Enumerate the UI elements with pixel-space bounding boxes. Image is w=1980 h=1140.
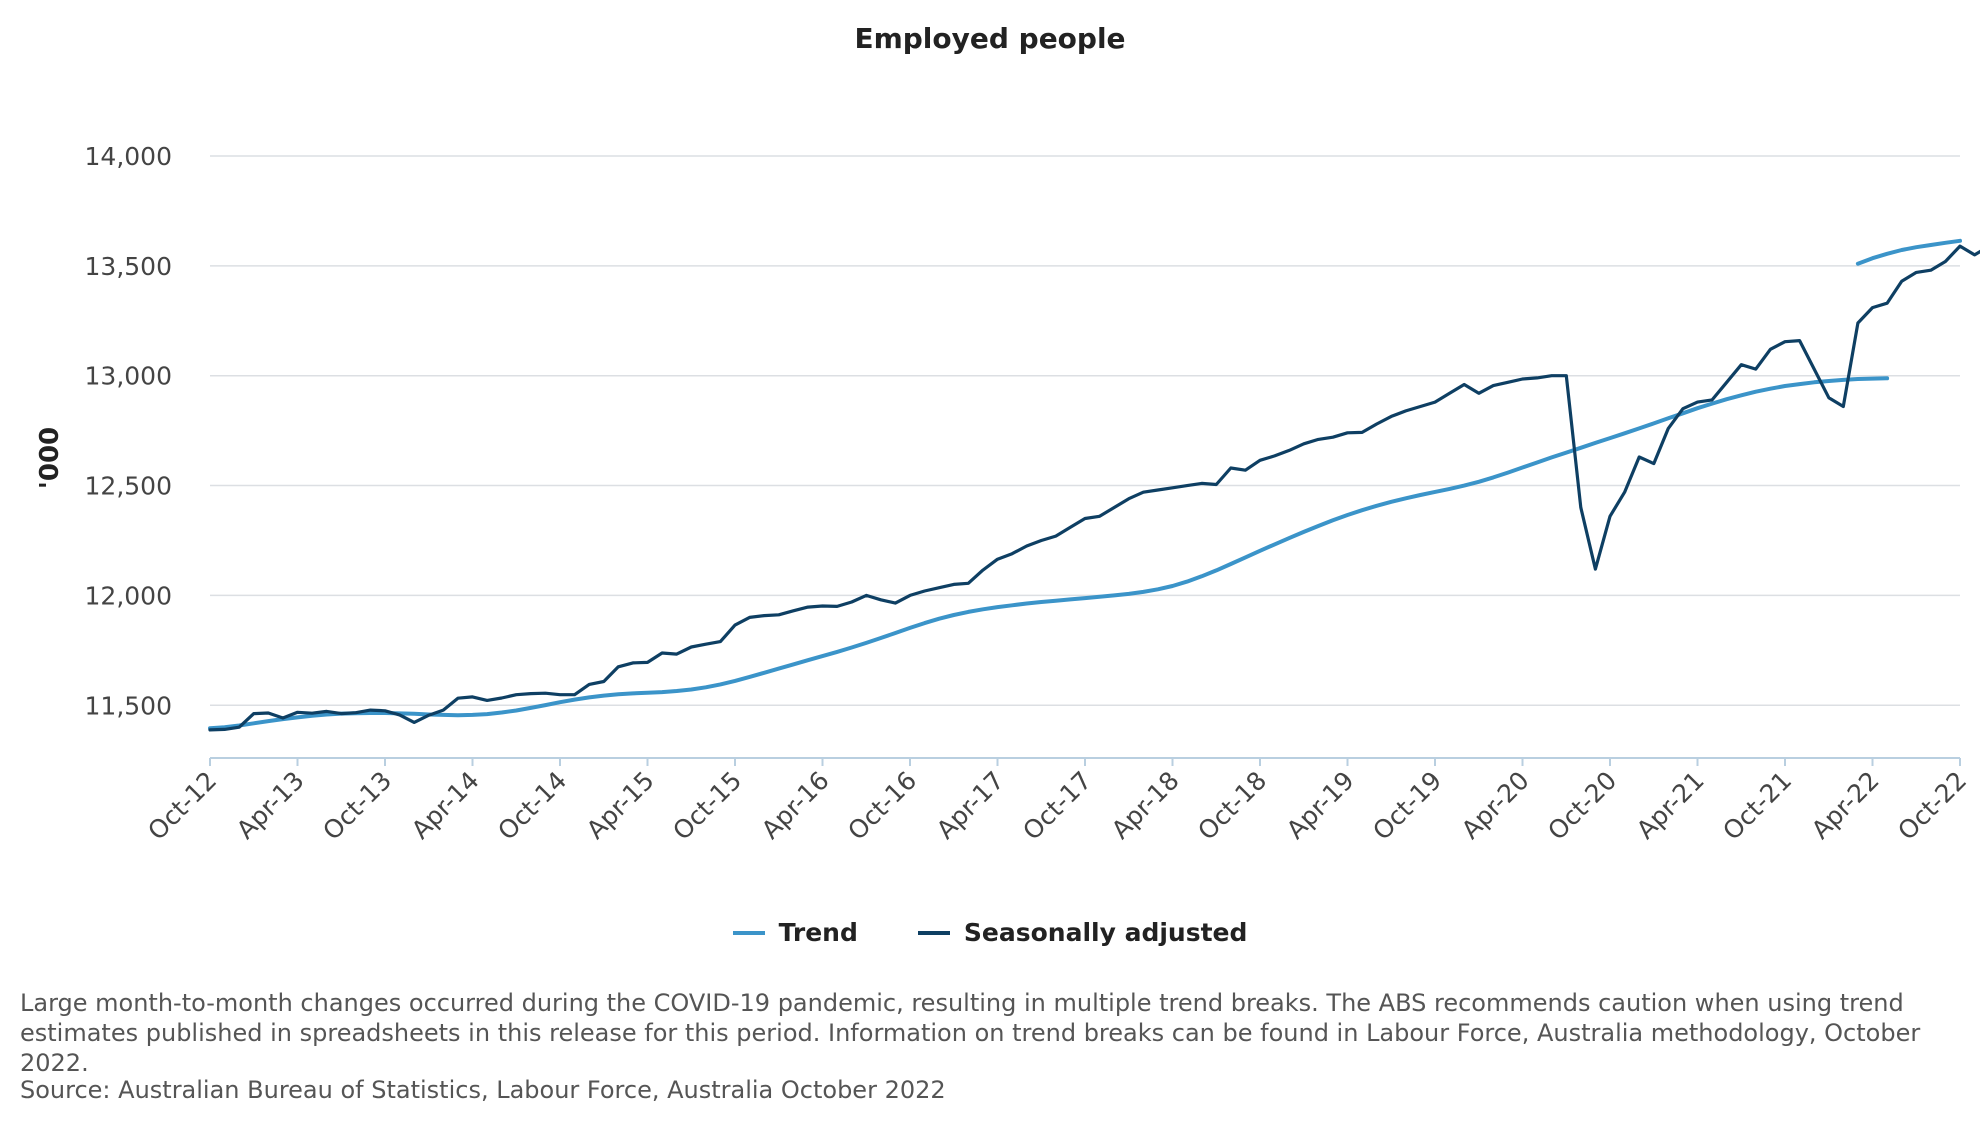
series-line-seasonally-adjusted-0: [208, 244, 1980, 732]
y-tick-labels: 11,500 12,000 12,500 13,000 13,500 14,000: [85, 142, 172, 720]
x-tick-label: Apr-19: [1281, 766, 1360, 845]
x-tick-label: Oct-17: [1017, 766, 1097, 846]
x-tick-label: Apr-14: [406, 766, 485, 845]
gridlines: [210, 155, 1960, 707]
chart-note: Large month-to-month changes occurred du…: [20, 989, 1921, 1077]
series-line-trend-1: [1855, 238, 1962, 266]
x-tick-label: Apr-15: [581, 766, 660, 845]
x-tick-label: Oct-14: [492, 766, 572, 846]
series-lines: [208, 238, 1980, 732]
legend-swatch-seasonally-adjusted: [917, 930, 950, 935]
y-tick-label: 12,000: [85, 581, 172, 610]
x-tick-label: Apr-22: [1806, 766, 1885, 845]
x-tick-label: Apr-18: [1106, 766, 1185, 845]
x-tick-label: Apr-16: [756, 766, 835, 845]
x-tick-label: Oct-18: [1192, 766, 1272, 846]
chart-title: Employed people: [854, 22, 1126, 55]
y-tick-label: 13,500: [85, 252, 172, 281]
x-tick-label: Oct-16: [842, 766, 922, 846]
y-tick-label: 12,500: [85, 472, 172, 501]
x-tick-label: Apr-17: [931, 766, 1010, 845]
legend-swatch-trend: [732, 930, 765, 935]
x-tick-label: Oct-22: [1892, 766, 1972, 846]
y-tick-label: 11,500: [85, 691, 172, 720]
y-tick-label: 14,000: [85, 142, 172, 171]
series-line-trend-0: [208, 376, 1890, 731]
legend: Trend Seasonally adjusted: [0, 918, 1980, 947]
legend-label-seasonally-adjusted: Seasonally adjusted: [963, 918, 1248, 947]
x-tick-label: Oct-13: [317, 766, 397, 846]
y-axis-label: '000: [35, 427, 65, 489]
x-tick-label: Apr-20: [1456, 766, 1535, 845]
x-tick-label: Oct-21: [1717, 766, 1797, 846]
x-tick-label: Oct-12: [142, 766, 222, 846]
x-tick-label: Oct-19: [1367, 766, 1447, 846]
chart-source: Source: Australian Bureau of Statistics,…: [20, 1076, 946, 1104]
x-tick-label: Oct-20: [1542, 766, 1622, 846]
x-tick-label: Apr-13: [231, 766, 310, 845]
legend-item-trend[interactable]: Trend: [732, 918, 858, 947]
legend-item-seasonally-adjusted[interactable]: Seasonally adjusted: [917, 918, 1248, 947]
x-tick-label: Apr-21: [1631, 766, 1710, 845]
y-tick-label: 13,000: [85, 362, 172, 391]
x-tick-label: Oct-15: [667, 766, 747, 846]
legend-label-trend: Trend: [778, 918, 858, 947]
line-chart: 11,500 12,000 12,500 13,000 13,500 14,000 Oct…: [35, 142, 1980, 846]
x-tick-labels: Oct-12 Apr-13 Oct-13 Apr-14 Oct-14 Apr-15 Oct-…: [142, 758, 1972, 846]
